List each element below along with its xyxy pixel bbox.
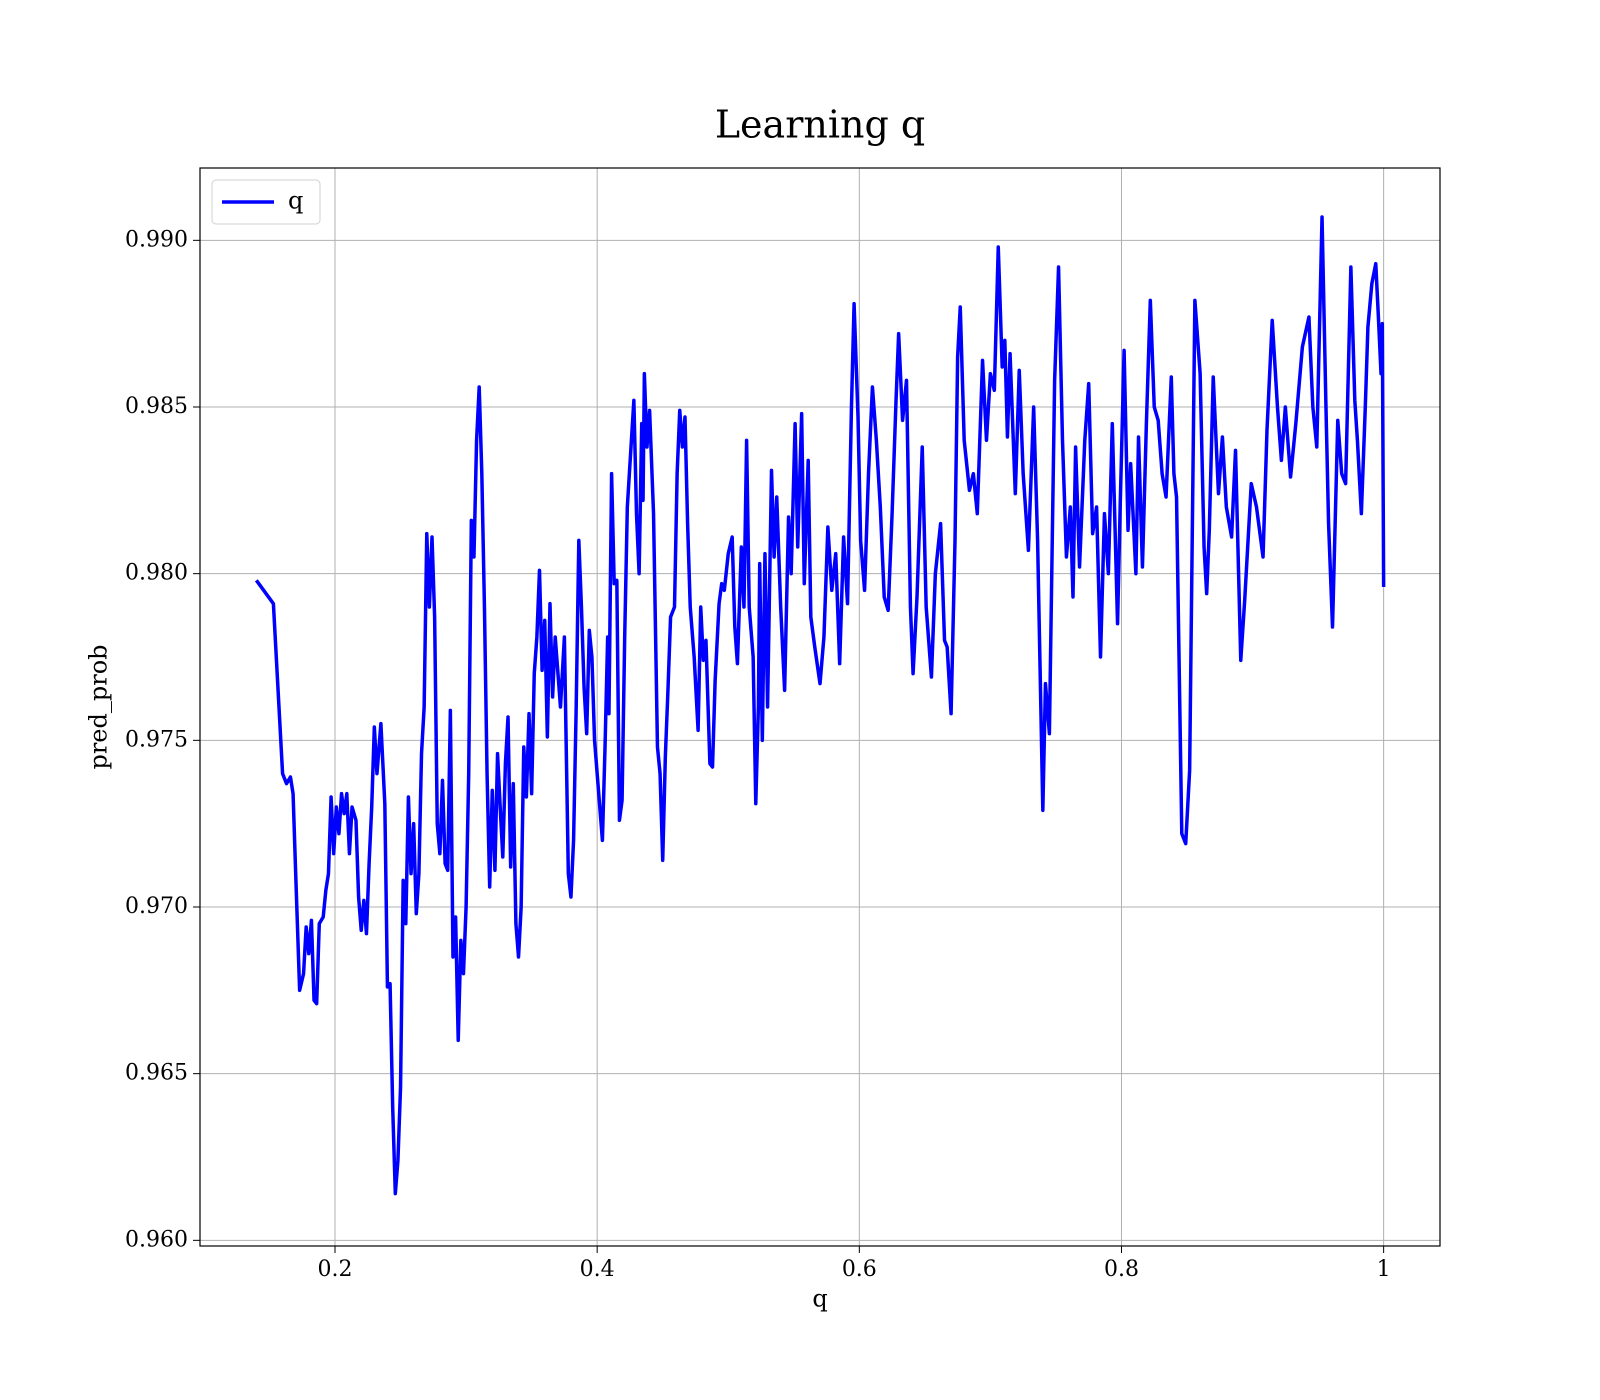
x-tick-label: 1 (1377, 1257, 1391, 1282)
y-axis-label: pred_prob (85, 644, 113, 769)
x-axis-label: q (812, 1285, 827, 1313)
x-tick-label: 0.2 (318, 1257, 353, 1282)
x-tick-label: 0.8 (1104, 1257, 1139, 1282)
x-tick-label: 0.6 (842, 1257, 877, 1282)
y-tick-label: 0.975 (125, 727, 188, 752)
x-tick-label: 0.4 (580, 1257, 615, 1282)
y-tick-label: 0.970 (125, 894, 188, 919)
y-tick-label: 0.990 (125, 227, 188, 252)
axes-frame (199, 167, 1441, 1247)
y-tick-label: 0.960 (125, 1227, 188, 1252)
y-tick-label: 0.985 (125, 394, 188, 419)
line-series (254, 215, 1386, 1196)
chart-title: Learning q (715, 103, 925, 147)
y-tick-label: 0.965 (125, 1061, 188, 1086)
y-tick-label: 0.980 (125, 561, 188, 586)
legend-label: q (288, 187, 303, 215)
